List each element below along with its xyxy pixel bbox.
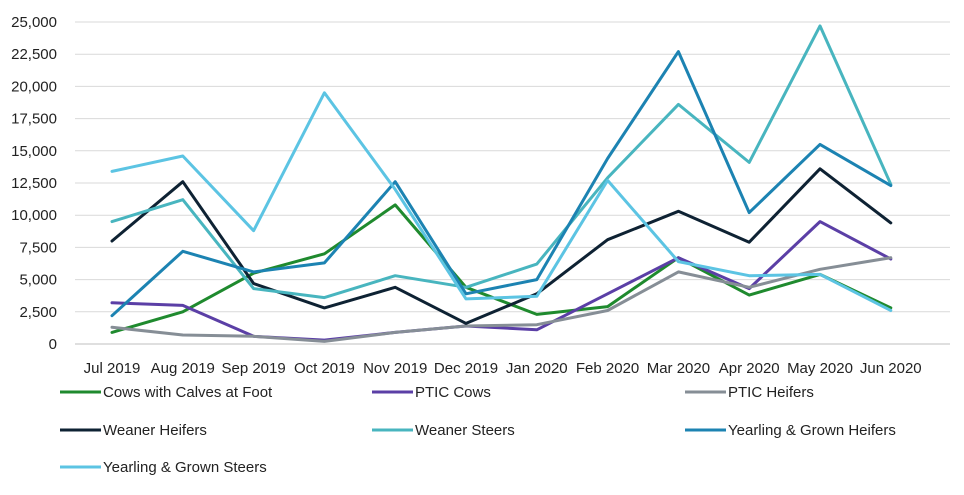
- series-line-weaner-heifers: [110, 167, 893, 325]
- legend-item-yearling-and-grown-steers: Yearling & Grown Steers: [60, 459, 267, 476]
- x-tick-label: May 2020: [787, 360, 853, 377]
- series-line-cows-with-calves-at-foot: [110, 203, 893, 334]
- legend-label: PTIC Heifers: [728, 384, 814, 401]
- y-tick-label: 10,000: [11, 207, 57, 224]
- y-tick-label: 7,500: [19, 239, 57, 256]
- legend-item-ptic-cows: PTIC Cows: [372, 384, 491, 401]
- x-tick-label: Aug 2019: [151, 360, 215, 377]
- series-line-yearling-and-grown-steers: [110, 91, 893, 312]
- x-tick-label: Jun 2020: [860, 360, 922, 377]
- y-tick-label: 0: [49, 336, 57, 353]
- legend-item-weaner-heifers: Weaner Heifers: [60, 422, 207, 439]
- legend: Cows with Calves at Foot PTIC Cows PTIC He…: [60, 384, 896, 476]
- legend-label: Yearling & Grown Steers: [103, 459, 267, 476]
- legend-label: Weaner Heifers: [103, 422, 207, 439]
- legend-label: PTIC Cows: [415, 384, 491, 401]
- y-tick-label: 20,000: [11, 78, 57, 95]
- y-tick-label: 12,500: [11, 175, 57, 192]
- y-tick-label: 22,500: [11, 46, 57, 63]
- series-line-yearling-and-grown-heifers: [110, 50, 893, 318]
- y-tick-label: 15,000: [11, 143, 57, 160]
- y-tick-label: 25,000: [11, 14, 57, 31]
- legend-item-ptic-heifers: PTIC Heifers: [685, 384, 814, 401]
- x-tick-label: Sep 2019: [221, 360, 285, 377]
- x-tick-label: Oct 2019: [294, 360, 355, 377]
- series-line-ptic-cows: [110, 220, 893, 342]
- legend-label: Weaner Steers: [415, 422, 515, 439]
- y-tick-label: 5,000: [19, 272, 57, 289]
- x-tick-label: Nov 2019: [363, 360, 427, 377]
- x-tick-label: Feb 2020: [576, 360, 639, 377]
- y-tick-label: 17,500: [11, 111, 57, 128]
- x-tick-label: Jul 2019: [84, 360, 141, 377]
- legend-label: Cows with Calves at Foot: [103, 384, 273, 401]
- series-line-weaner-steers: [110, 24, 893, 300]
- y-tick-label: 2,500: [19, 304, 57, 321]
- legend-label: Yearling & Grown Heifers: [728, 422, 896, 439]
- y-axis: 0 2,500 5,000 7,500 10,000 12,500 15,000 17,500…: [11, 14, 57, 353]
- x-tick-label: Apr 2020: [719, 360, 780, 377]
- legend-item-yearling-and-grown-heifers: Yearling & Grown Heifers: [685, 422, 896, 439]
- x-axis: Jul 2019 Aug 2019 Sep 2019 Oct 2019 Nov 2019…: [84, 360, 922, 377]
- legend-item-weaner-steers: Weaner Steers: [372, 422, 515, 439]
- x-tick-label: Jan 2020: [506, 360, 568, 377]
- series-lines: [110, 24, 893, 343]
- x-tick-label: Dec 2019: [434, 360, 498, 377]
- x-tick-label: Mar 2020: [647, 360, 710, 377]
- legend-item-cows-with-calves-at-foot: Cows with Calves at Foot: [60, 384, 273, 401]
- series-line-ptic-heifers: [110, 256, 893, 343]
